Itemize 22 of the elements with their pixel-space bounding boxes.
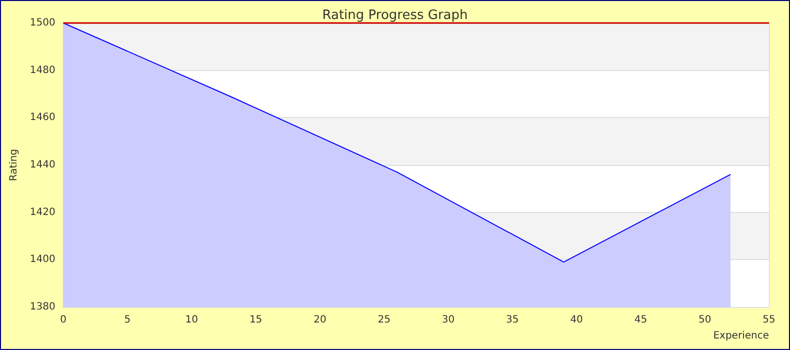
y-axis-title: Rating — [8, 148, 20, 182]
x-tick-label: 50 — [698, 314, 712, 326]
x-tick-label: 20 — [314, 314, 326, 326]
x-axis-title: Experience — [713, 330, 769, 342]
y-tick-label: 1500 — [30, 18, 56, 28]
chart-title: Rating Progress Graph — [322, 8, 468, 23]
x-tick-label: 35 — [506, 314, 519, 326]
x-tick-label: 10 — [185, 314, 198, 326]
x-tick-label: 55 — [762, 314, 776, 326]
x-tick-label: 15 — [249, 314, 262, 326]
y-tick-label: 1480 — [30, 64, 56, 76]
y-tick-label: 1440 — [30, 160, 56, 170]
x-tick-label: 5 — [124, 314, 131, 326]
x-tick-label: 45 — [634, 314, 648, 326]
y-tick-label: 1420 — [30, 206, 56, 218]
y-tick-label: 1380 — [30, 302, 56, 312]
x-tick-label: 40 — [570, 314, 583, 326]
y-tick-label: 1400 — [30, 254, 56, 266]
x-tick-label: 30 — [442, 314, 455, 326]
y-tick-label: 1460 — [30, 112, 56, 124]
x-tick-label: 0 — [60, 314, 67, 326]
x-tick-label: 25 — [378, 314, 390, 326]
